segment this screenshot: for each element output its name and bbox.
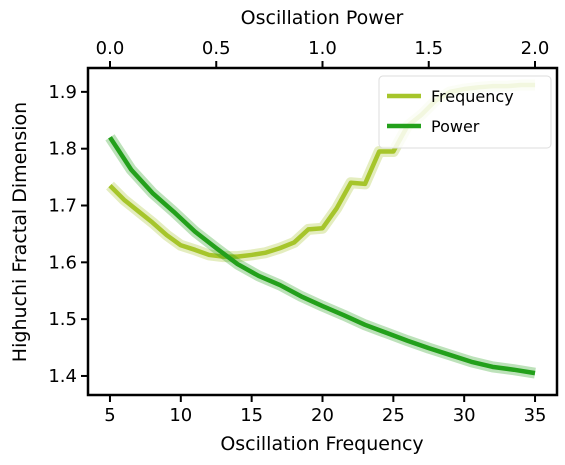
x2-tick-label: 0.5 [202, 38, 231, 59]
x2-axis-label: Oscillation Power [241, 7, 404, 29]
x2-tick-label: 1.0 [308, 38, 337, 59]
x-tick-label: 25 [382, 405, 405, 426]
legend-label: Frequency [431, 87, 514, 106]
x2-tick-label: 1.5 [414, 38, 443, 59]
y-tick-label: 1.6 [48, 252, 77, 273]
x-tick-label: 20 [311, 405, 334, 426]
series-line [108, 136, 536, 376]
legend-box [378, 75, 552, 149]
x-tick-label: 30 [453, 405, 476, 426]
y-tick-label: 1.4 [48, 366, 77, 387]
y-tick-label: 1.8 [48, 139, 77, 160]
series-band [105, 134, 536, 379]
x2-tick-label: 0.0 [96, 38, 125, 59]
x-tick-label: 35 [524, 405, 547, 426]
legend-label: Power [431, 117, 480, 136]
y-tick-label: 1.9 [48, 82, 77, 103]
x-axis-label: Oscillation Frequency [220, 433, 423, 455]
y-tick-label: 1.5 [48, 309, 77, 330]
x-tick-label: 5 [104, 405, 115, 426]
x2-tick-label: 2.0 [521, 38, 550, 59]
x-tick-label: 15 [240, 405, 263, 426]
x-tick-label: 10 [169, 405, 192, 426]
y-axis-label: Highuchi Fractal Dimension [9, 102, 31, 362]
y-tick-label: 1.7 [48, 196, 77, 217]
